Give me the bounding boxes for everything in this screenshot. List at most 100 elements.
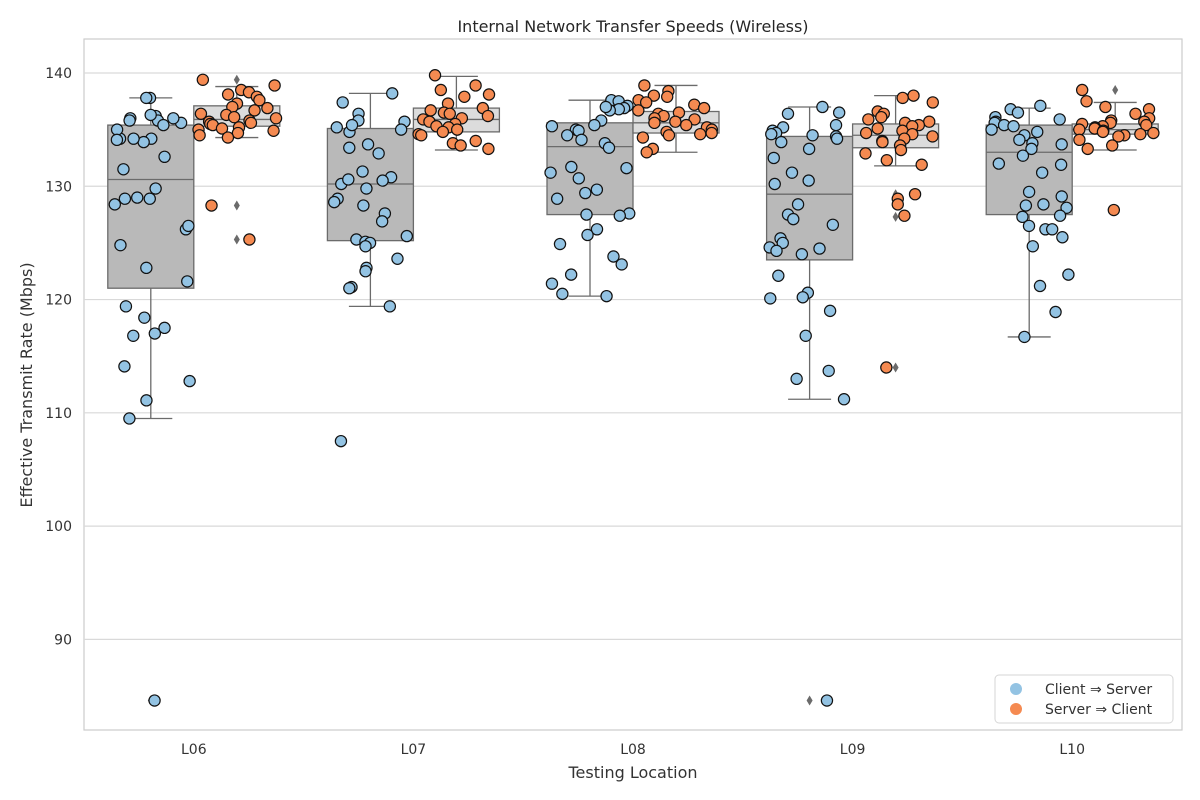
data-point xyxy=(806,129,819,142)
x-tick-label: L08 xyxy=(620,742,646,758)
data-point xyxy=(481,109,495,123)
data-point xyxy=(772,269,785,282)
data-point xyxy=(1045,223,1059,236)
data-point xyxy=(830,132,844,145)
data-point xyxy=(859,126,873,140)
data-point xyxy=(1013,133,1026,147)
data-point xyxy=(356,165,369,178)
data-point xyxy=(123,114,136,127)
data-point xyxy=(268,79,281,92)
data-point xyxy=(1022,185,1036,199)
data-point xyxy=(880,361,893,374)
data-point xyxy=(632,104,645,117)
legend-marker-client-to-server xyxy=(1010,683,1022,695)
data-point xyxy=(343,282,356,295)
data-point xyxy=(140,91,153,105)
data-point xyxy=(138,311,151,324)
data-point xyxy=(372,147,385,160)
data-point xyxy=(926,130,939,143)
data-point xyxy=(1037,198,1050,211)
legend-box xyxy=(994,674,1174,724)
data-point xyxy=(822,364,835,378)
data-point xyxy=(837,393,851,406)
data-point xyxy=(196,73,210,86)
y-tick-labels: 90 100 110 120 130 140 xyxy=(45,66,72,648)
data-point xyxy=(114,238,127,252)
iqr-box xyxy=(107,124,195,289)
x-tick-label: L10 xyxy=(1059,742,1085,758)
data-point xyxy=(1031,125,1044,139)
data-point xyxy=(330,121,343,134)
data-point xyxy=(816,100,829,114)
data-point xyxy=(1016,210,1029,224)
data-point xyxy=(328,195,341,209)
data-point xyxy=(119,300,133,313)
data-point xyxy=(894,143,908,157)
data-point xyxy=(149,182,162,195)
data-point xyxy=(787,212,800,226)
data-point xyxy=(829,118,843,132)
data-point xyxy=(556,287,569,301)
data-point xyxy=(458,90,471,103)
data-point xyxy=(110,133,124,147)
data-point xyxy=(244,116,258,130)
data-point xyxy=(862,113,875,126)
data-point xyxy=(826,218,840,231)
x-tick-label: L07 xyxy=(401,742,427,758)
chart-title: Internal Network Transfer Speeds (Wirele… xyxy=(457,17,808,36)
data-point xyxy=(820,694,834,707)
data-point xyxy=(1053,113,1066,126)
data-point xyxy=(775,135,788,149)
data-point xyxy=(579,186,592,200)
legend-marker-server-to-client xyxy=(1010,703,1022,715)
data-point xyxy=(469,134,482,148)
data-point xyxy=(415,129,428,142)
data-point xyxy=(1054,158,1068,171)
data-point xyxy=(648,116,661,130)
data-point xyxy=(1049,305,1062,319)
data-point xyxy=(545,120,559,133)
y-tick-label: 140 xyxy=(45,66,72,82)
data-point xyxy=(790,372,803,386)
data-point xyxy=(221,131,235,144)
data-point xyxy=(553,237,567,251)
data-point xyxy=(661,90,674,103)
data-point xyxy=(802,142,816,156)
data-point xyxy=(194,107,208,120)
data-point xyxy=(450,123,464,136)
data-point xyxy=(1035,166,1049,179)
data-point xyxy=(985,123,998,136)
data-point xyxy=(361,138,375,151)
legend: Client ⇒ Server Server ⇒ Client xyxy=(994,674,1174,724)
data-point xyxy=(127,329,140,342)
data-point xyxy=(443,107,456,120)
data-point xyxy=(1112,130,1125,143)
data-point xyxy=(620,161,633,175)
data-point xyxy=(376,174,389,187)
data-point xyxy=(545,277,559,290)
data-point xyxy=(697,101,711,115)
data-point xyxy=(482,142,495,156)
data-point xyxy=(469,79,482,92)
data-point xyxy=(575,133,588,147)
data-point xyxy=(157,118,170,132)
data-point xyxy=(140,261,153,275)
data-point xyxy=(144,108,157,122)
data-point xyxy=(1099,100,1112,114)
data-point xyxy=(915,158,928,171)
data-point xyxy=(796,291,809,304)
data-point xyxy=(1053,209,1067,222)
data-point xyxy=(1107,203,1121,217)
data-point xyxy=(898,209,911,222)
data-point xyxy=(1034,99,1047,113)
data-point xyxy=(334,434,348,448)
data-point xyxy=(550,192,564,205)
data-point xyxy=(588,118,601,132)
data-point xyxy=(1022,219,1036,233)
data-point xyxy=(261,101,274,115)
data-point xyxy=(1073,123,1086,136)
data-point xyxy=(359,265,372,278)
data-point xyxy=(400,229,414,243)
data-point xyxy=(599,100,613,114)
